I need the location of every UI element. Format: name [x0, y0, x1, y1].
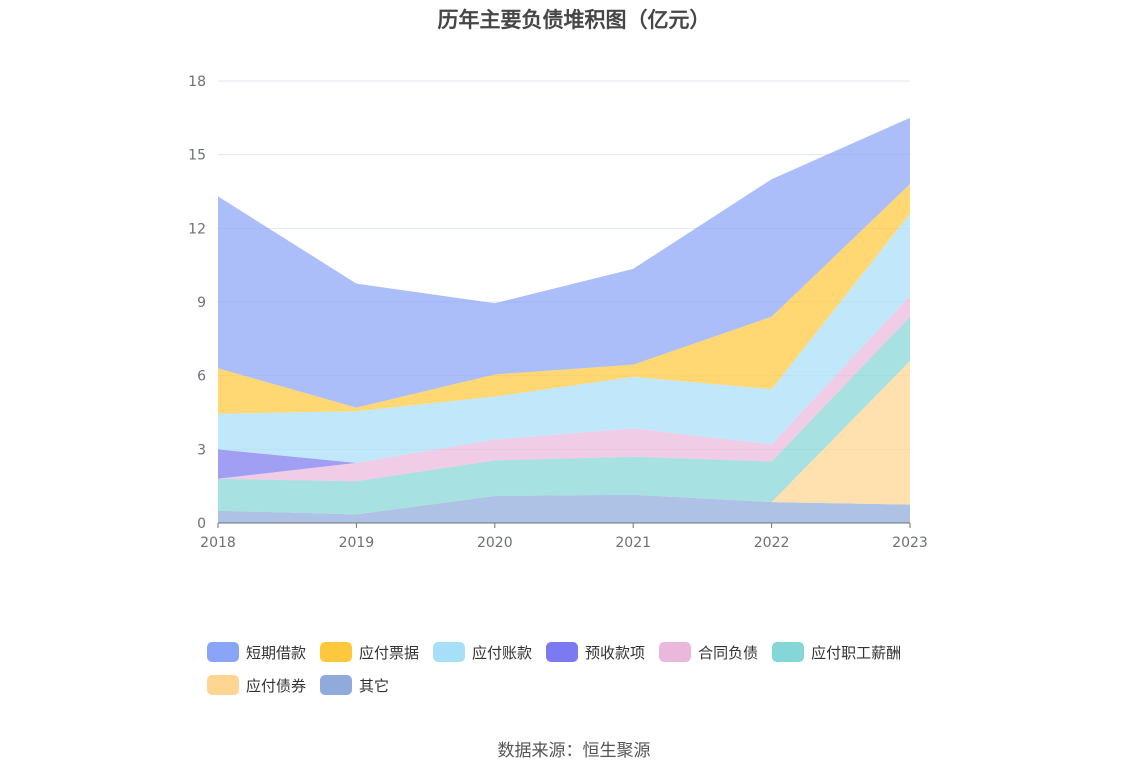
x-tick-label: 2019 — [339, 535, 375, 551]
legend-swatch — [207, 675, 239, 695]
legend: 短期借款 应付票据 应付账款 预收款项 合同负债 应付职工薪酬应付债券 其它 — [207, 640, 967, 706]
legend-label: 预收款项 — [585, 643, 646, 662]
legend-swatch — [320, 675, 353, 695]
y-tick-label: 18 — [188, 74, 206, 90]
legend-swatch — [320, 642, 353, 662]
y-tick-label: 0 — [197, 516, 206, 532]
legend-label: 应付债券 — [246, 676, 307, 695]
x-tick-label: 2021 — [615, 535, 651, 551]
legend-label: 短期借款 — [246, 643, 307, 662]
legend-item[interactable]: 应付账款 — [433, 640, 532, 664]
area-合同负债[interactable] — [218, 295, 910, 482]
x-tick-label: 2020 — [477, 535, 513, 551]
legend-label: 应付票据 — [359, 643, 420, 662]
chart-title: 历年主要负债堆积图（亿元） — [437, 8, 711, 32]
legend-item[interactable]: 应付职工薪酬 — [772, 640, 901, 664]
legend-item[interactable]: 短期借款 — [207, 640, 306, 664]
legend-swatch — [772, 642, 805, 662]
legend-swatch — [207, 642, 239, 662]
y-tick-label: 15 — [188, 148, 206, 164]
area-应付债券[interactable] — [218, 360, 910, 515]
y-tick-label: 12 — [188, 221, 206, 237]
legend-swatch — [546, 642, 579, 662]
y-tick-label: 6 — [197, 369, 206, 385]
legend-swatch — [659, 642, 692, 662]
x-tick-label: 2018 — [200, 535, 236, 551]
area-预收款项[interactable] — [218, 295, 910, 479]
area-series — [218, 117, 910, 523]
area-应付职工薪酬[interactable] — [218, 316, 910, 515]
legend-label: 其它 — [359, 676, 390, 695]
axes: 0 3 6 9 12 15 18 2018 2019 2020 2021 2022 2023 — [188, 74, 928, 551]
legend-item[interactable]: 应付债券 — [207, 673, 306, 697]
legend-item[interactable]: 其它 — [320, 673, 389, 697]
legend-label: 应付账款 — [472, 643, 533, 662]
legend-item[interactable]: 应付票据 — [320, 640, 419, 664]
legend-item[interactable]: 合同负债 — [659, 640, 758, 664]
legend-item[interactable]: 预收款项 — [546, 640, 645, 664]
legend-swatch — [433, 642, 466, 662]
area-应付账款[interactable] — [218, 213, 910, 463]
x-tick-label: 2022 — [754, 535, 790, 551]
data-source-note: 数据来源：恒生聚源 — [497, 741, 651, 761]
area-其它[interactable] — [218, 494, 910, 523]
y-tick-label: 9 — [197, 295, 206, 311]
area-短期借款[interactable] — [218, 117, 910, 408]
x-tick-label: 2023 — [892, 535, 928, 551]
area-应付票据[interactable] — [218, 184, 910, 414]
y-tick-label: 3 — [197, 442, 206, 458]
stacked-area-chart: 0 3 6 9 12 15 18 2018 2019 2020 2021 2022 2023 — [188, 74, 928, 551]
legend-label: 应付职工薪酬 — [811, 643, 902, 662]
legend-label: 合同负债 — [698, 643, 759, 662]
